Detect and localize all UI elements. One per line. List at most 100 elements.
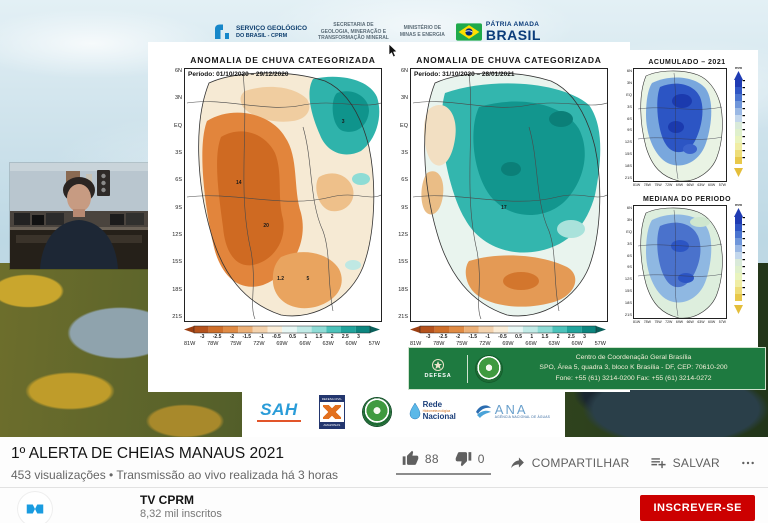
- patria-text-1: PÁTRIA AMADA: [485, 20, 540, 28]
- accumulated-colorbar-scale: [734, 71, 745, 177]
- map1-annotation: 5: [306, 275, 310, 282]
- channel-subscriber-count: 8,32 mil inscritos: [140, 508, 222, 520]
- ana-name: ANA: [494, 402, 528, 418]
- map1-annotation: 3: [341, 119, 345, 126]
- cprm-logo-text-1: SERVIÇO GEOLÓGICO: [236, 24, 308, 32]
- dislike-count: 0: [477, 451, 485, 466]
- green-seal-icon: [362, 397, 391, 426]
- median-latitude-axis: 6N 3N EQ 3S 6S 9S 12S 15S 18S 21S: [624, 205, 632, 317]
- presenter-webcam: [10, 163, 148, 269]
- map2-longitude-axis: 81W 78W 75W 72W 69W 66W 63W 60W 57W: [410, 341, 606, 347]
- rain-anomaly-panel: ANOMALIA DE CHUVA CATEGORIZADA 6N 3N EQ 3S 6…: [148, 42, 630, 392]
- median-title: MEDIANA DO PERIODO: [642, 196, 732, 203]
- map1-choropleth: [185, 69, 381, 321]
- video-player[interactable]: SERVIÇO GEOLÓGICO DO BRASIL - CPRM SECRE…: [0, 0, 768, 437]
- accumulated-latitude-axis: 6N 3N EQ 3S 6S 9S 12S 15S 18S 21S: [624, 68, 632, 180]
- map1-period-label: Período: 01/10/2020 – 29/12/2020: [188, 71, 289, 78]
- patria-amada-brasil-logo: PÁTRIA AMADA BRASIL: [455, 20, 541, 44]
- more-actions-button[interactable]: [740, 455, 756, 471]
- accumulated-choropleth: [634, 69, 726, 181]
- cprm-logo-text-2: DO BRASIL - CPRM: [236, 32, 288, 39]
- coordination-seal-icon: [476, 355, 502, 382]
- share-button[interactable]: COMPARTILHAR: [509, 454, 630, 471]
- median-canvas: [633, 205, 727, 319]
- cprm-logo: SERVIÇO GEOLÓGICO DO BRASIL - CPRM: [212, 22, 307, 42]
- rating-group: 88 0: [395, 450, 491, 475]
- map1-color-scale: [184, 325, 380, 334]
- median-longitude-axis: 81W 78W 75W 72W 69W 66W 63W 60W 57W: [633, 320, 726, 324]
- map2-choropleth: [411, 69, 607, 321]
- rede-hidrometeorologica-logo: Rede Hidrometeorológica Nacional: [409, 401, 456, 421]
- brazil-flag-icon: [455, 23, 482, 41]
- playlist-add-icon: [651, 458, 666, 469]
- water-drop-icon: [409, 402, 420, 420]
- sah-logo: SAH: [256, 400, 301, 422]
- map2-latitude-axis: 6N 3N EQ 3S 6S 9S 12S 15S 18S 21S: [398, 68, 408, 320]
- ana-logo: ANA AGÊNCIA NACIONAL DE ÁGUAS: [474, 403, 550, 420]
- accumulated-title: ACUMULADO – 2021: [648, 59, 726, 66]
- ministerio-logo-text: MINISTÉRIO DE MINAS E ENERGIA: [399, 25, 445, 38]
- colorbar-unit-label: mm: [734, 65, 743, 70]
- defesa-crest-icon: [432, 359, 444, 371]
- ana-caption: AGÊNCIA NACIONAL DE ÁGUAS: [494, 415, 551, 420]
- map1-longitude-axis: 81W 78W 75W 72W 69W 66W 63W 60W 57W: [184, 341, 380, 347]
- mouse-cursor: [388, 44, 398, 58]
- defesa-civil-amazonas-logo: DEFESA CIVIL AMAZONAS: [318, 394, 345, 429]
- banner-divider: [467, 354, 468, 383]
- institution-logos-bar: SERVIÇO GEOLÓGICO DO BRASIL - CPRM SECRE…: [212, 13, 564, 51]
- share-label: COMPARTILHAR: [531, 455, 630, 470]
- tv-cprm-avatar-icon: [26, 504, 44, 514]
- accumulated-canvas: [633, 68, 727, 182]
- map2-title: ANOMALIA DE CHUVA CATEGORIZADA: [416, 55, 602, 65]
- partner-logos-strip: SAH DEFESA CIVIL AMAZONAS Rede Hidromete…: [242, 386, 565, 437]
- amazonas-label: AMAZONAS: [319, 421, 344, 428]
- rain-anomaly-map-1: ANOMALIA DE CHUVA CATEGORIZADA 6N 3N EQ 3S 6…: [170, 55, 382, 392]
- colorbar-unit-label: mm: [734, 202, 743, 207]
- median-choropleth: [634, 206, 726, 318]
- like-count: 88: [424, 451, 439, 466]
- secretaria-logo-text: SECRETARIA DE GEOLOGIA, MINERAÇÃO E TRANSF…: [318, 21, 389, 42]
- subscribe-button[interactable]: INSCREVER-SE: [640, 495, 755, 521]
- video-title: 1º ALERTA DE CHEIAS MANAUS 2021: [11, 445, 285, 462]
- channel-avatar[interactable]: [18, 492, 52, 523]
- rede-text-3: Nacional: [422, 412, 456, 422]
- patria-text-2: BRASIL: [485, 27, 541, 44]
- channel-name[interactable]: TV CPRM: [140, 493, 194, 507]
- sah-logo-underline: [256, 420, 301, 422]
- save-button[interactable]: SALVAR: [650, 454, 720, 471]
- map2-color-scale: [410, 325, 606, 334]
- section-divider: [0, 487, 768, 488]
- map1-latitude-axis: 6N 3N EQ 3S 6S 9S 12S 15S 18S 21S: [172, 68, 182, 320]
- dislike-button[interactable]: 0: [455, 450, 485, 467]
- coordination-center-banner: DEFESA Centro de Coordenação Geral Brasí…: [408, 347, 766, 390]
- rain-anomaly-map-2: ANOMALIA DE CHUVA CATEGORIZADA 6N 3N EQ 3S 6…: [396, 55, 608, 392]
- coordination-address: Centro de Coordenação Geral Brasília SPO,…: [539, 353, 728, 382]
- accumulated-2021-chart: ACUMULADO – 2021 6N 3N EQ 3S 6S 9S 12S 15S 18S 21…: [622, 59, 748, 187]
- ana-swoosh-icon: [475, 405, 491, 419]
- map1-annotation: 14: [235, 179, 242, 186]
- defesa-label: DEFESA: [424, 373, 452, 379]
- rede-text-2: Hidrometeorológica: [422, 408, 451, 413]
- share-arrow-icon: [510, 457, 524, 469]
- video-info-section: 1º ALERTA DE CHEIAS MANAUS 2021 453 visu…: [0, 437, 768, 523]
- median-period-chart: MEDIANA DO PERIODO 6N 3N EQ 3S 6S 9S 12S 15S 18S…: [622, 196, 748, 324]
- defesa-civil-label: DEFESA CIVIL: [319, 395, 344, 402]
- presenter-webcam-frame: [10, 163, 148, 269]
- thumb-down-icon: [455, 452, 472, 467]
- defesa-civil-emblem: [319, 401, 344, 422]
- map1-canvas: Período: 01/10/2020 – 29/12/2020: [184, 68, 382, 322]
- sah-logo-text: SAH: [260, 400, 298, 419]
- cprm-logo-icon: [215, 24, 229, 39]
- accumulated-longitude-axis: 81W 78W 75W 72W 69W 66W 63W 60W 57W: [633, 183, 726, 187]
- map1-annotation: 1.2: [277, 275, 285, 282]
- more-ellipsis-icon: [742, 461, 754, 464]
- map2-canvas: Período: 31/10/2020 – 28/01/2021: [410, 68, 608, 322]
- thumb-up-icon: [402, 450, 419, 465]
- map2-color-scale-labels: -3 -2.5 -2 -1.5 -1 -0.5 0.5 1 1.5 2 2.5 3: [426, 334, 586, 340]
- map2-annotation: 17: [501, 205, 507, 212]
- video-meta-line: 453 visualizações • Transmissão ao vivo …: [11, 468, 339, 482]
- like-button[interactable]: 88: [402, 450, 439, 467]
- save-label: SALVAR: [672, 455, 720, 470]
- median-colorbar-scale: [734, 208, 745, 314]
